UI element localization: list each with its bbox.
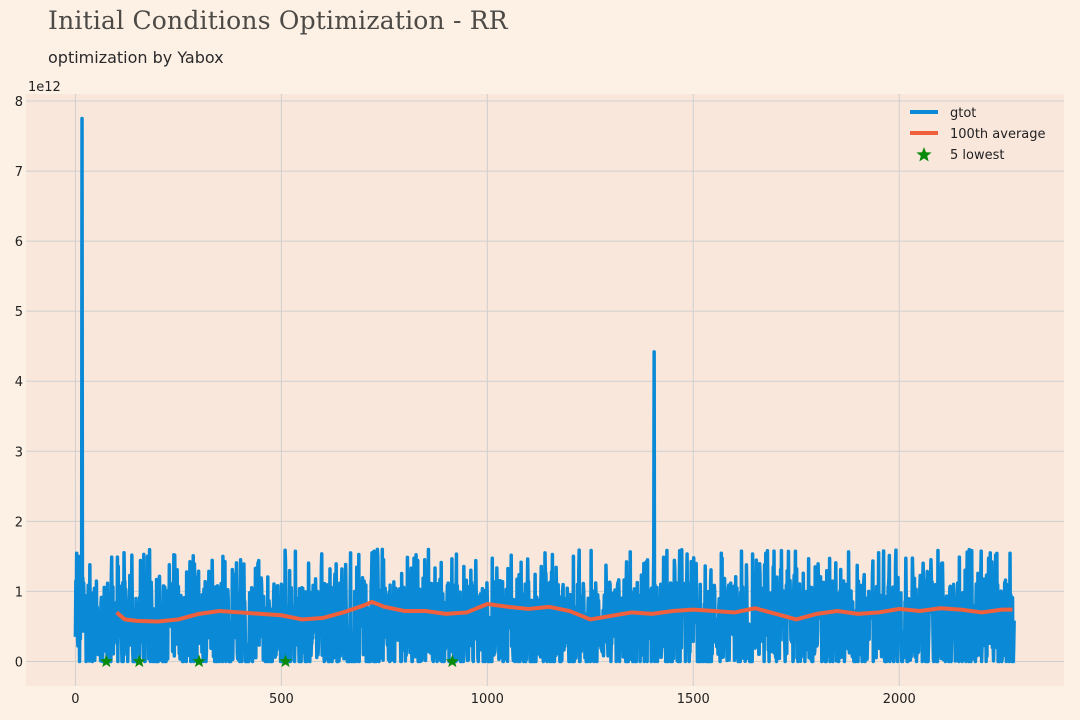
series-gtot-line bbox=[73, 116, 1016, 664]
legend-average-label: 100th average bbox=[950, 127, 1046, 142]
axis-ticks: 0 500 1000 1500 2000 0 1 2 3 4 5 6 7 8 bbox=[15, 95, 916, 707]
legend-gtot-label: gtot bbox=[950, 106, 976, 121]
y-tick-label: 7 bbox=[15, 165, 23, 180]
series-average-line bbox=[115, 599, 1013, 624]
chart-subtitle: optimization by Yabox bbox=[48, 48, 224, 67]
y-tick-label: 4 bbox=[15, 375, 23, 390]
x-tick-label: 500 bbox=[269, 692, 294, 707]
series-layer bbox=[73, 116, 1016, 668]
legend-lowest-label: 5 lowest bbox=[950, 148, 1004, 163]
legend-lowest-swatch bbox=[916, 147, 932, 162]
lowest-point-star bbox=[192, 654, 206, 668]
y-tick-label: 6 bbox=[15, 235, 23, 250]
y-tick-label: 0 bbox=[15, 655, 23, 670]
legend: gtot 100th average 5 lowest bbox=[910, 106, 1046, 163]
x-tick-label: 1500 bbox=[677, 692, 710, 707]
lowest-point-star bbox=[99, 654, 113, 668]
y-tick-label: 1 bbox=[15, 585, 23, 600]
lowest-point-star bbox=[132, 654, 146, 668]
y-tick-label: 5 bbox=[15, 305, 23, 320]
chart-title: Initial Conditions Optimization - RR bbox=[48, 6, 508, 35]
y-tick-label: 2 bbox=[15, 515, 23, 530]
x-tick-label: 1000 bbox=[471, 692, 504, 707]
y-tick-label: 3 bbox=[15, 445, 23, 460]
y-offset-label: 1e12 bbox=[28, 80, 61, 95]
x-tick-label: 0 bbox=[71, 692, 79, 707]
lowest-point-star bbox=[278, 654, 293, 668]
lowest-point-star bbox=[445, 654, 459, 668]
x-tick-label: 2000 bbox=[883, 692, 916, 707]
y-tick-label: 8 bbox=[15, 95, 23, 110]
